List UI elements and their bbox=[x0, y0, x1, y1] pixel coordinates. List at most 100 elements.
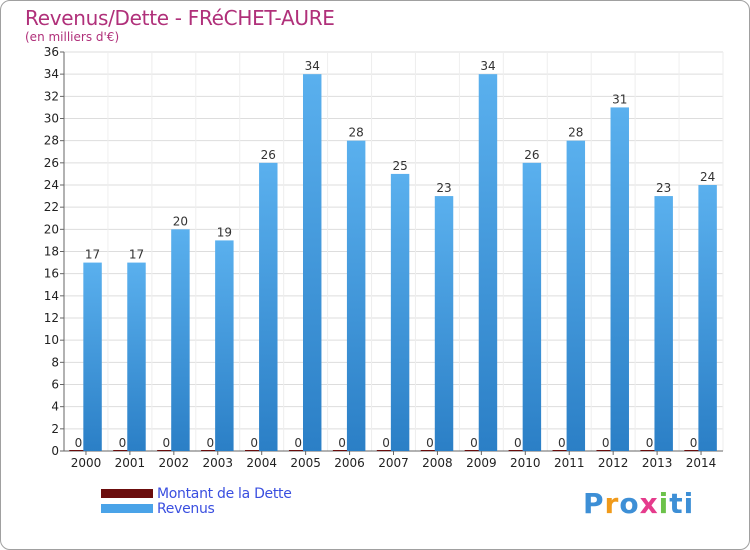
data-label-revenus: 19 bbox=[217, 225, 232, 239]
bar-dette bbox=[552, 450, 571, 451]
bar-dette bbox=[684, 450, 703, 451]
logo-letter: i bbox=[683, 487, 695, 520]
bar-dette bbox=[157, 450, 176, 451]
data-label-revenus: 23 bbox=[656, 181, 671, 195]
y-tick-label: 10 bbox=[44, 333, 59, 347]
proxiti-logo: Proxiti bbox=[583, 487, 694, 520]
y-tick-label: 28 bbox=[44, 134, 59, 148]
bar-dette bbox=[508, 450, 528, 451]
bar-revenus bbox=[127, 262, 146, 451]
x-tick-label: 2001 bbox=[115, 456, 146, 470]
y-tick-label: 12 bbox=[44, 311, 59, 325]
y-tick-label: 24 bbox=[44, 178, 59, 192]
data-label-revenus: 34 bbox=[480, 59, 495, 73]
logo-letter: P bbox=[583, 487, 605, 520]
x-tick-label: 2000 bbox=[71, 456, 102, 470]
bar-dette bbox=[596, 450, 615, 451]
legend: Montant de la Dette Revenus bbox=[101, 485, 292, 517]
x-tick-label: 2004 bbox=[246, 456, 277, 470]
chart-title: Revenus/Dette - FRéCHET-AURE bbox=[25, 6, 335, 30]
data-label-dette: 0 bbox=[602, 436, 610, 450]
bar-dette bbox=[376, 450, 396, 451]
bar-revenus bbox=[566, 140, 586, 451]
y-tick-label: 32 bbox=[44, 89, 59, 103]
bar-revenus bbox=[610, 107, 629, 452]
y-tick-label: 18 bbox=[44, 245, 59, 259]
data-label-dette: 0 bbox=[470, 436, 478, 450]
x-tick-label: 2008 bbox=[422, 456, 453, 470]
bar-revenus bbox=[522, 162, 542, 452]
data-label-revenus: 23 bbox=[436, 181, 451, 195]
x-tick-label: 2006 bbox=[334, 456, 365, 470]
bar-dette bbox=[464, 450, 484, 451]
bar-dette bbox=[69, 450, 88, 451]
data-label-dette: 0 bbox=[163, 436, 171, 450]
logo-letter: t bbox=[669, 487, 684, 520]
y-tick-label: 14 bbox=[44, 289, 59, 303]
bar-revenus bbox=[302, 74, 322, 452]
bar-revenus bbox=[434, 196, 454, 451]
x-tick-label: 2012 bbox=[598, 456, 629, 470]
bars bbox=[69, 74, 717, 452]
data-label-dette: 0 bbox=[558, 436, 566, 450]
x-tick-label: 2002 bbox=[159, 456, 190, 470]
bar-dette bbox=[640, 450, 659, 451]
y-tick-label: 16 bbox=[44, 267, 59, 281]
x-tick-label: 2005 bbox=[290, 456, 321, 470]
data-label-dette: 0 bbox=[426, 436, 434, 450]
x-tick-label: 2011 bbox=[554, 456, 585, 470]
data-label-revenus: 31 bbox=[612, 92, 627, 106]
bar-dette bbox=[332, 450, 352, 451]
data-label-dette: 0 bbox=[646, 436, 654, 450]
bar-dette bbox=[288, 450, 308, 451]
x-tick-label: 2013 bbox=[642, 456, 673, 470]
y-tick-label: 6 bbox=[51, 378, 59, 392]
bar-revenus bbox=[171, 229, 190, 451]
data-label-revenus: 20 bbox=[173, 214, 188, 228]
bar-revenus bbox=[346, 140, 366, 451]
legend-item-revenus: Revenus bbox=[101, 501, 292, 517]
x-tick-label: 2003 bbox=[202, 456, 233, 470]
bar-dette bbox=[245, 450, 264, 451]
data-label-revenus: 34 bbox=[305, 59, 320, 73]
legend-item-dette: Montant de la Dette bbox=[101, 485, 292, 502]
data-label-dette: 0 bbox=[690, 436, 698, 450]
data-label-dette: 0 bbox=[338, 436, 346, 450]
logo-letter: x bbox=[639, 487, 659, 520]
y-tick-label: 8 bbox=[51, 355, 59, 369]
bar-revenus bbox=[390, 173, 410, 451]
x-tick-label: 2007 bbox=[378, 456, 409, 470]
data-label-revenus: 25 bbox=[392, 159, 407, 173]
data-label-dette: 0 bbox=[75, 436, 83, 450]
y-tick-label: 2 bbox=[51, 422, 59, 436]
bar-revenus bbox=[83, 262, 102, 451]
data-label-revenus: 24 bbox=[700, 170, 715, 184]
bar-dette bbox=[113, 450, 132, 451]
data-label-revenus: 26 bbox=[261, 148, 276, 162]
data-label-revenus: 28 bbox=[568, 126, 583, 140]
data-label-dette: 0 bbox=[294, 436, 302, 450]
y-tick-label: 20 bbox=[44, 222, 59, 236]
y-tick-label: 4 bbox=[51, 400, 59, 414]
data-labels: 0 17 0 17 0 20 0 19 0 26 0 34 0 28 0 25 0 23 0 34 0 26 0 28 0 31 0… bbox=[75, 59, 716, 450]
logo-letter: i bbox=[658, 487, 670, 520]
legend-swatch-revenus bbox=[101, 504, 153, 513]
bar-revenus bbox=[259, 162, 278, 452]
x-tick-label: 2009 bbox=[466, 456, 497, 470]
chart-subtitle: (en milliers d'€) bbox=[25, 30, 120, 44]
bar-revenus bbox=[698, 185, 717, 451]
bar-revenus bbox=[478, 74, 498, 452]
legend-swatch-dette bbox=[101, 489, 153, 498]
y-tick-label: 36 bbox=[44, 45, 59, 59]
y-tick-label: 26 bbox=[44, 156, 59, 170]
x-tick-label: 2014 bbox=[686, 456, 717, 470]
bar-revenus bbox=[654, 196, 673, 451]
logo-letter: r bbox=[604, 487, 620, 520]
legend-label-dette: Montant de la Dette bbox=[157, 485, 292, 502]
bar-revenus bbox=[215, 240, 234, 451]
data-label-revenus: 17 bbox=[129, 248, 144, 262]
data-label-revenus: 28 bbox=[349, 126, 364, 140]
y-tick-label: 0 bbox=[51, 444, 59, 458]
data-label-dette: 0 bbox=[382, 436, 390, 450]
